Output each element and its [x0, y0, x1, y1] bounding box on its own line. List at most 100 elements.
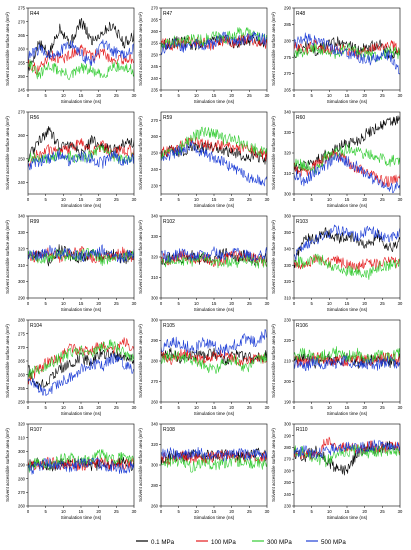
series-line [294, 150, 400, 188]
series-line [294, 224, 400, 261]
x-tick-label: 15 [79, 93, 84, 98]
y-tick-label: 250 [151, 151, 159, 156]
series-line [161, 350, 267, 375]
panel-traces [161, 446, 267, 473]
y-tick-label: 270 [18, 490, 26, 495]
x-axis-label: Simulation time (ns) [194, 203, 235, 208]
series-line [161, 454, 267, 473]
x-tick-label: 5 [310, 301, 313, 306]
x-tick-label: 0 [160, 93, 163, 98]
y-tick-label: 320 [151, 255, 159, 260]
x-axis-label: Simulation time (ns) [327, 203, 368, 208]
x-tick-label: 0 [293, 197, 296, 202]
x-tick-label: 10 [61, 93, 66, 98]
y-tick-label: 280 [284, 445, 292, 450]
panel: R102 300 310 320 330 340 0 5 10 15 20 25 30 Simulatio… [138, 214, 270, 312]
y-tick-label: 265 [18, 33, 26, 38]
y-tick-label: 250 [18, 74, 26, 79]
y-tick-label: 300 [284, 422, 292, 427]
x-tick-label: 5 [44, 93, 47, 98]
panel: R107 260 270 280 290 300 310 320 0 5 10 15 20 25 30 Sim… [5, 422, 137, 520]
x-tick-label: 0 [160, 509, 163, 514]
x-tick-label: 25 [114, 197, 119, 202]
y-tick-label: 280 [151, 359, 159, 364]
x-tick-label: 10 [194, 509, 199, 514]
y-tick-label: 265 [151, 17, 159, 22]
x-tick-label: 30 [132, 197, 137, 202]
y-tick-label: 265 [18, 359, 26, 364]
x-tick-label: 30 [265, 301, 270, 306]
panel-traces [294, 32, 400, 75]
x-tick-label: 10 [327, 405, 332, 410]
panel-traces [28, 449, 134, 475]
y-tick-label: 230 [284, 504, 292, 509]
legend-label: 100 MPa [211, 539, 236, 546]
y-tick-label: 340 [151, 214, 159, 219]
y-tick-label: 270 [151, 379, 159, 384]
y-tick-label: 250 [151, 52, 159, 57]
y-tick-label: 330 [151, 234, 159, 239]
y-tick-label: 290 [18, 296, 26, 301]
panel-title: R48 [296, 11, 305, 17]
x-tick-label: 0 [293, 405, 296, 410]
panel-title: R47 [163, 11, 172, 17]
panel: R48 265 270 275 280 285 290 0 5 10 15 20 25 30 Simulat… [271, 6, 403, 104]
panel-traces [28, 17, 134, 81]
series-line [294, 439, 400, 459]
y-tick-label: 260 [151, 134, 159, 139]
x-axis-label: Simulation time (ns) [327, 99, 368, 104]
x-axis-label: Simulation time (ns) [327, 411, 368, 416]
series-line [294, 253, 400, 280]
y-axis-label: Solvent accessible surface area (nm²) [138, 12, 143, 86]
y-tick-label: 310 [18, 263, 26, 268]
panel-title: R107 [30, 427, 42, 433]
panel-title: R102 [163, 219, 175, 225]
x-tick-label: 30 [132, 509, 137, 514]
y-axis-label: Solvent accessible surface area (nm²) [5, 324, 10, 398]
y-tick-label: 320 [284, 279, 292, 284]
x-tick-label: 5 [177, 93, 180, 98]
panel-title: R103 [296, 219, 308, 225]
y-tick-label: 320 [151, 442, 159, 447]
x-tick-label: 15 [345, 301, 350, 306]
x-tick-label: 15 [79, 301, 84, 306]
panel-title: R104 [30, 323, 42, 329]
y-tick-label: 230 [151, 183, 159, 188]
panel-traces [28, 337, 134, 397]
y-tick-label: 260 [151, 29, 159, 34]
panel-traces [294, 436, 400, 476]
x-tick-label: 20 [96, 301, 101, 306]
x-tick-label: 15 [212, 197, 217, 202]
y-tick-label: 260 [18, 133, 26, 138]
x-tick-label: 10 [194, 405, 199, 410]
x-tick-label: 20 [229, 405, 234, 410]
y-tick-label: 270 [18, 110, 26, 115]
x-tick-label: 25 [247, 301, 252, 306]
y-tick-label: 260 [284, 468, 292, 473]
legend-label: 500 MPa [321, 539, 346, 546]
series-line [161, 136, 267, 162]
x-axis-label: Simulation time (ns) [194, 99, 235, 104]
x-axis-label: Simulation time (ns) [327, 515, 368, 520]
y-tick-label: 340 [151, 422, 159, 427]
series-line [28, 138, 134, 167]
y-tick-label: 320 [18, 246, 26, 251]
x-tick-label: 15 [79, 509, 84, 514]
y-tick-label: 270 [284, 457, 292, 462]
panel-frame [160, 7, 268, 91]
series-line [294, 440, 400, 476]
x-tick-label: 25 [114, 405, 119, 410]
series-line [294, 143, 400, 175]
legend: 0.1 MPa 100 MPa 300 MPa 500 MPa [136, 539, 346, 546]
panel-title: R110 [296, 427, 308, 433]
y-tick-label: 340 [284, 110, 292, 115]
panel: R44 245 250 255 260 265 270 275 0 5 10 15 20 25 30 Simu… [5, 6, 137, 104]
x-tick-label: 20 [229, 301, 234, 306]
y-tick-label: 245 [151, 64, 159, 69]
series-line [294, 115, 400, 175]
panel: R59 230 240 250 260 270 0 5 10 15 20 25 30 Simulation… [138, 111, 270, 208]
x-tick-label: 5 [44, 301, 47, 306]
panel: R110 230 240 250 260 270 280 290 300 0 5 10 15 20 25 30… [271, 422, 403, 520]
y-tick-label: 210 [284, 359, 292, 364]
x-tick-label: 15 [79, 197, 84, 202]
